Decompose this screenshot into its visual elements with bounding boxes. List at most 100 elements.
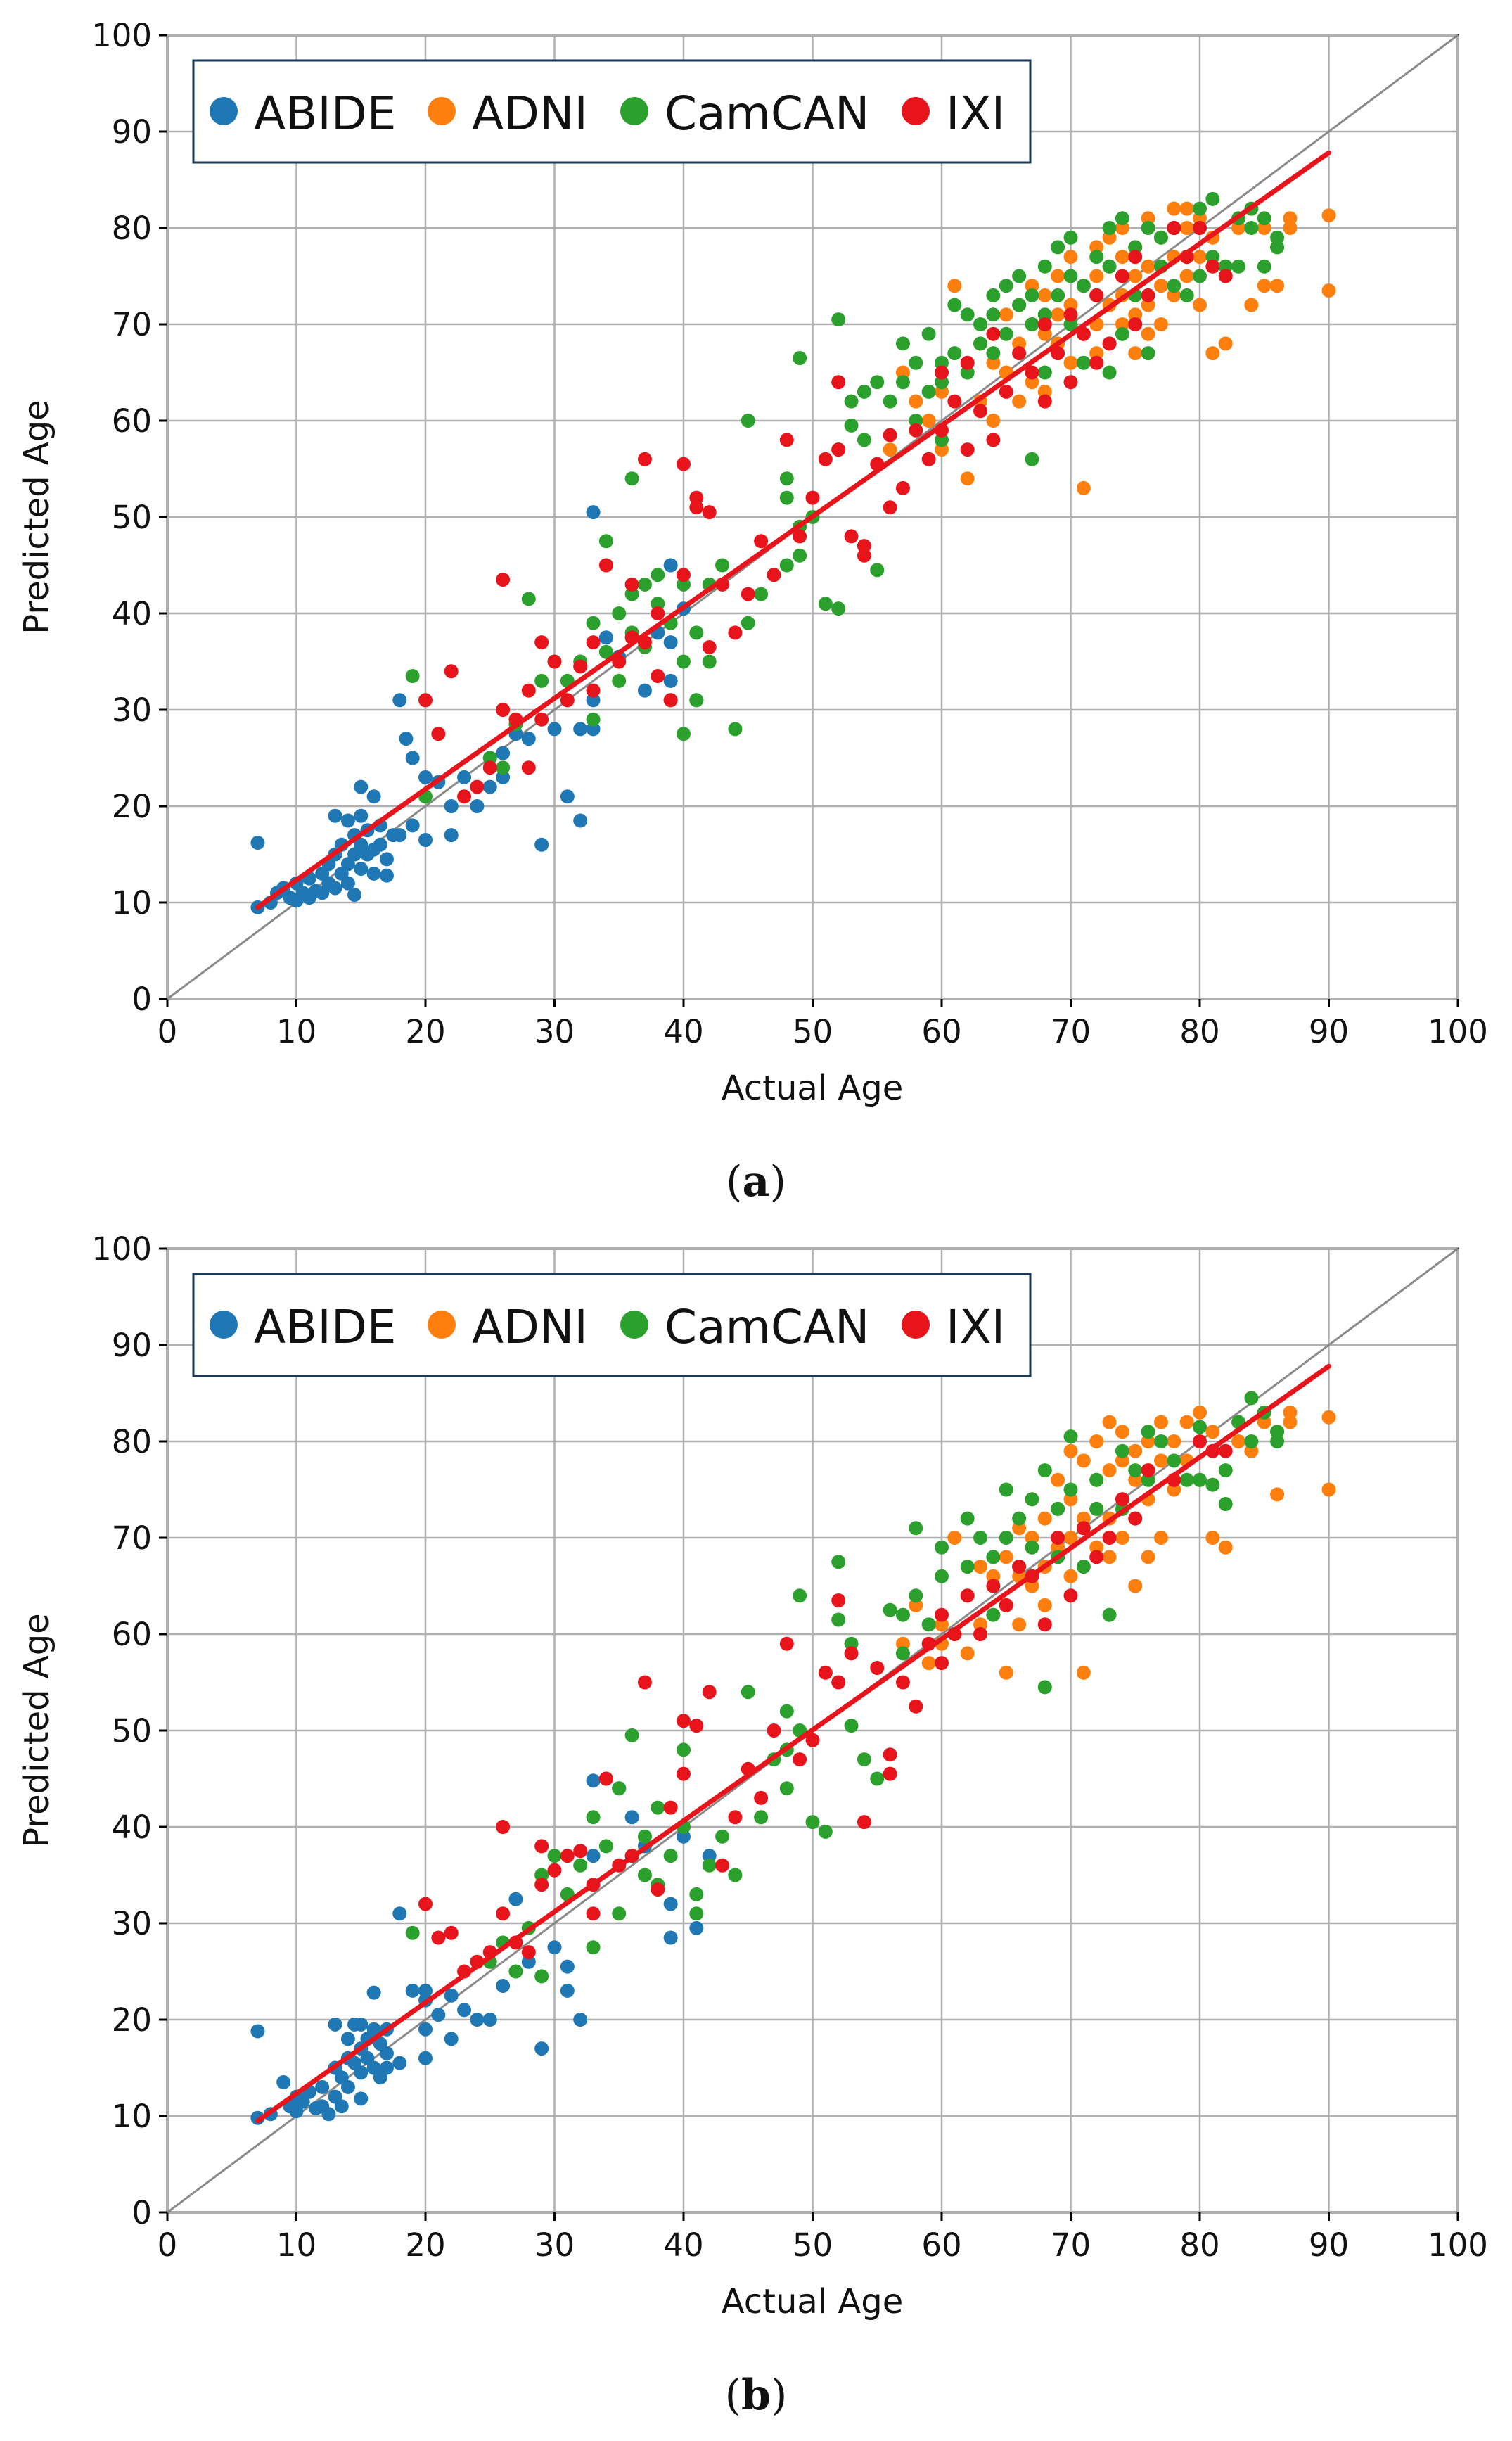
- data-point: [482, 2013, 497, 2027]
- data-point: [1102, 1531, 1117, 1545]
- data-point: [921, 384, 936, 399]
- data-point: [598, 1839, 613, 1854]
- data-point: [702, 505, 717, 520]
- data-point: [1037, 1463, 1052, 1478]
- data-point: [1051, 346, 1065, 361]
- data-point: [818, 452, 833, 466]
- data-point: [1167, 1434, 1181, 1448]
- x-tick-label: 0: [158, 1013, 178, 1050]
- data-point: [986, 288, 1001, 302]
- data-point: [521, 732, 536, 746]
- data-point: [366, 866, 381, 881]
- data-point: [960, 307, 975, 322]
- data-point: [547, 654, 562, 669]
- data-point: [1321, 208, 1336, 223]
- data-point: [250, 836, 265, 850]
- data-point: [1205, 259, 1220, 274]
- data-point: [947, 346, 962, 361]
- data-point: [960, 1511, 975, 1526]
- data-point: [573, 1858, 588, 1873]
- data-point: [715, 1829, 730, 1844]
- data-point: [1037, 394, 1052, 409]
- data-point: [521, 760, 536, 775]
- gridlines-b: [166, 1247, 1459, 2214]
- y-tick-label: 40: [112, 1809, 152, 1846]
- data-point: [947, 1531, 962, 1545]
- data-point: [444, 2032, 459, 2046]
- data-point: [1025, 375, 1039, 390]
- data-point: [779, 1704, 794, 1719]
- data-point: [1193, 1405, 1207, 1420]
- data-point: [1205, 250, 1220, 265]
- data-point: [805, 1815, 820, 1830]
- data-point: [1012, 1511, 1027, 1526]
- data-point: [883, 442, 897, 457]
- data-point: [1141, 221, 1155, 235]
- data-point: [444, 1925, 459, 1940]
- data-point: [354, 779, 369, 794]
- data-point: [612, 606, 627, 620]
- data-point: [1205, 1425, 1220, 1439]
- data-point: [534, 712, 549, 727]
- data-point: [340, 813, 355, 828]
- data-point: [870, 375, 885, 390]
- data-point: [702, 1858, 717, 1873]
- series-ixi: [418, 1434, 1233, 1979]
- data-point: [379, 852, 394, 867]
- x-tick-label: 100: [1428, 1013, 1488, 1050]
- data-point: [1063, 230, 1078, 245]
- data-point: [1167, 288, 1181, 302]
- data-point: [354, 2065, 369, 2080]
- data-point: [1141, 1425, 1155, 1439]
- data-point: [1012, 298, 1027, 312]
- data-point: [754, 1810, 769, 1825]
- data-point: [702, 1849, 717, 1863]
- data-point: [831, 1593, 846, 1608]
- data-point: [457, 2003, 472, 2018]
- data-point: [960, 365, 975, 380]
- data-point: [844, 529, 859, 544]
- data-point: [573, 722, 588, 737]
- data-point: [857, 433, 871, 447]
- data-point: [779, 558, 794, 573]
- data-point: [1115, 250, 1129, 265]
- x-tick-label: 10: [276, 1013, 316, 1050]
- data-point: [1051, 1531, 1065, 1545]
- legend-label-adni: ADNI: [472, 1300, 588, 1354]
- data-point: [1167, 201, 1181, 216]
- scatter-plot-a: 0 10 20 30 40 50 60 70 80 90 100 0 10 20 30 40 50 60 70 80…: [17, 17, 1488, 1206]
- data-point: [728, 1810, 743, 1825]
- x-tick-label: 10: [276, 2226, 316, 2264]
- data-point: [1051, 240, 1065, 255]
- data-point: [857, 548, 871, 563]
- data-point: [1231, 259, 1246, 274]
- legend-marker-adni: [428, 1311, 456, 1339]
- y-tick-label: 10: [112, 884, 152, 922]
- data-point: [1063, 1531, 1078, 1545]
- data-point: [1063, 1569, 1078, 1583]
- data-point: [831, 375, 846, 390]
- data-point: [1037, 1511, 1052, 1526]
- y-tick-label: 90: [112, 1327, 152, 1364]
- data-point: [1141, 288, 1155, 302]
- data-point: [663, 1800, 678, 1815]
- data-point: [637, 577, 652, 592]
- data-point: [1153, 1531, 1168, 1545]
- data-point: [1270, 240, 1285, 255]
- data-point: [534, 1839, 549, 1854]
- data-point: [534, 2041, 549, 2056]
- data-point: [1205, 1477, 1220, 1492]
- data-point: [560, 1959, 575, 1974]
- data-point: [1231, 1434, 1246, 1448]
- data-point: [663, 1849, 678, 1863]
- data-point: [521, 1945, 536, 1960]
- data-point: [689, 625, 704, 640]
- data-point: [1179, 201, 1194, 216]
- data-point: [909, 414, 923, 428]
- data-point: [508, 1964, 523, 1979]
- data-point: [895, 1607, 910, 1622]
- data-point: [560, 1983, 575, 1998]
- data-points-a: [250, 150, 1336, 914]
- y-tick-label: 100: [91, 17, 152, 54]
- data-point: [534, 1969, 549, 1984]
